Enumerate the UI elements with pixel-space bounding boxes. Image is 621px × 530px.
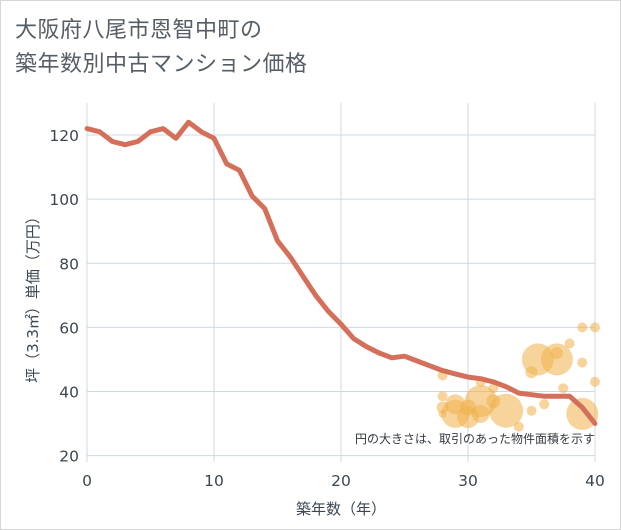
bubble-point: [437, 391, 448, 402]
y-tick-label: 120: [49, 127, 79, 145]
bubble-size-note: 円の大きさは、取引のあった物件面積を示す: [355, 431, 595, 446]
title-line-2: 築年数別中古マンション価格: [15, 52, 308, 77]
y-tick-label: 40: [59, 383, 79, 401]
grid: [86, 103, 596, 462]
x-axis-title: 築年数（年）: [296, 500, 386, 518]
bubble-point: [577, 322, 588, 333]
price-line-series: [84, 119, 598, 426]
y-tick-label: 60: [59, 319, 79, 337]
bubble-point: [526, 405, 537, 416]
bubble-point: [471, 404, 490, 423]
y-tick-label: 100: [49, 191, 79, 209]
x-tick-label: 20: [331, 472, 351, 490]
price-line: [84, 119, 598, 426]
bubble-point: [590, 376, 600, 387]
bubble-point: [577, 357, 588, 368]
x-axis-ticks: 0 10 20 30 40: [82, 472, 605, 490]
bubble-point: [566, 397, 599, 430]
bubble-point: [488, 383, 499, 394]
bubble-point: [550, 347, 563, 360]
y-tick-label: 80: [59, 255, 79, 273]
x-tick-label: 10: [204, 472, 224, 490]
bubble-point: [540, 343, 573, 376]
bubble-point: [513, 421, 524, 432]
y-axis-ticks: 20 40 60 80 100 120: [49, 127, 79, 466]
y-tick-label: 20: [59, 448, 79, 466]
chart-title: 大阪府八尾市恩智中町の築年数別中古マンション価格: [15, 14, 308, 82]
x-tick-label: 0: [82, 472, 92, 490]
bubble-point: [564, 338, 575, 349]
bubble-point: [464, 385, 497, 418]
bubble-series: [436, 322, 600, 432]
bubble-point: [489, 393, 524, 428]
x-tick-label: 40: [585, 472, 605, 490]
bubble-point: [590, 322, 600, 333]
x-tick-label: 30: [458, 472, 478, 490]
title-line-1: 大阪府八尾市恩智中町の: [15, 18, 263, 43]
bubble-point: [558, 383, 569, 394]
y-axis-title: 坪（3.3㎡）単価（万円）: [24, 209, 42, 383]
bubble-point: [539, 399, 550, 410]
